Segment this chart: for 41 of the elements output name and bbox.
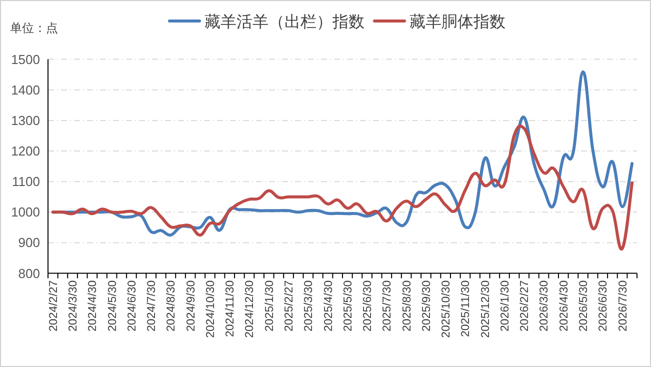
y-tick-label: 900 xyxy=(18,235,40,250)
y-tick-label: 1500 xyxy=(11,52,40,67)
x-tick-label: 2024/6/30 xyxy=(126,280,138,332)
x-tick-label: 2025/7/30 xyxy=(382,280,394,332)
legend-label: 藏羊胴体指数 xyxy=(410,13,506,31)
y-tick-label: 1000 xyxy=(11,204,40,220)
x-tick-label: 2024/4/30 xyxy=(87,280,100,332)
x-tick-label: 2024/2/27 xyxy=(48,280,60,332)
x-tick-label: 2025/8/30 xyxy=(401,280,414,332)
x-tick-label: 2025/2/27 xyxy=(284,280,296,332)
y-tick-label: 1100 xyxy=(12,174,40,190)
x-tick-label: 2025/11/30 xyxy=(460,280,472,338)
text: 单位：点 xyxy=(10,21,58,35)
x-tick-label: 2026/3/30 xyxy=(538,280,551,332)
x-tick-label: 2026/5/30 xyxy=(578,280,590,332)
x-tick-label: 2025/6/30 xyxy=(362,280,374,332)
x-tick-label: 2025/4/30 xyxy=(322,280,335,332)
x-tick-label: 2026/2/27 xyxy=(519,280,532,332)
y-tick-label: 1200 xyxy=(11,144,40,159)
y-tick-label: 1300 xyxy=(11,112,40,128)
x-tick-label: 2026/7/30 xyxy=(617,280,630,332)
y-tick-label: 800 xyxy=(18,266,40,281)
x-tick-label: 2026/1/30 xyxy=(499,280,512,332)
y-tick-label: 1400 xyxy=(11,82,40,98)
x-tick-label: 2024/12/30 xyxy=(244,280,256,338)
x-tick-label: 2025/9/30 xyxy=(420,280,433,332)
x-tick-label: 2026/6/30 xyxy=(598,280,610,332)
x-tick-label: 2024/9/30 xyxy=(185,280,198,332)
x-tick-label: 2025/10/30 xyxy=(440,280,453,338)
x-tick-label: 2024/8/30 xyxy=(166,280,178,332)
x-tick-label: 2026/4/30 xyxy=(558,280,570,332)
x-tick-label: 2024/7/30 xyxy=(146,280,158,332)
x-tick-label: 2024/11/30 xyxy=(224,280,237,338)
x-tick-label: 2025/1/30 xyxy=(264,280,276,332)
x-tick-label: 2025/5/30 xyxy=(342,280,354,332)
x-tick-label: 2025/12/30 xyxy=(480,280,492,338)
x-tick-label: 2024/3/30 xyxy=(68,280,80,332)
x-tick-label: 2024/5/30 xyxy=(106,280,119,332)
x-tick-label: 2024/10/30 xyxy=(204,280,217,338)
x-tick-label: 2025/3/30 xyxy=(303,280,316,332)
legend-label: 藏羊活羊（出栏）指数 xyxy=(204,13,364,31)
